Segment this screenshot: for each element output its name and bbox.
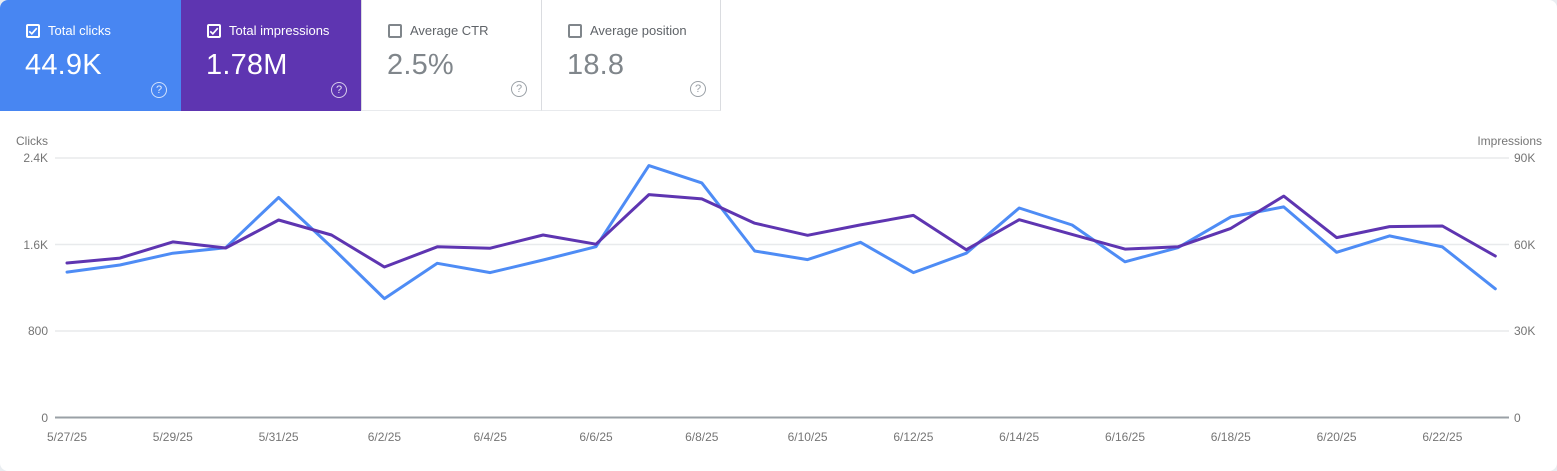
impressions-line <box>65 193 1497 269</box>
right-axis-tick: 60K <box>1514 237 1536 252</box>
left-axis-tick: 1.6K <box>23 237 48 252</box>
x-axis-tick: 5/31/25 <box>258 430 299 444</box>
x-axis-tick: 6/14/25 <box>999 430 1040 444</box>
x-axis-tick: 6/4/25 <box>473 430 507 444</box>
x-axis-tick: 6/10/25 <box>787 430 828 444</box>
metric-card-label: Average CTR <box>410 23 489 38</box>
help-icon[interactable]: ? <box>511 81 527 97</box>
metric-card-value: 2.5% <box>387 49 454 81</box>
right-axis-tick: 30K <box>1514 324 1536 338</box>
right-axis-tick: 90K <box>1514 151 1536 165</box>
x-axis-tick: 6/22/25 <box>1422 430 1463 444</box>
x-axis-tick: 6/12/25 <box>893 430 934 444</box>
left-axis-title: Clicks <box>16 134 48 148</box>
metric-card-total-clicks[interactable]: Total clicks 44.9K ? <box>0 0 181 111</box>
total-clicks-checkbox[interactable] <box>26 24 40 38</box>
metric-card-label: Total impressions <box>229 23 330 38</box>
x-axis-tick: 6/18/25 <box>1210 430 1251 444</box>
average-position-checkbox[interactable] <box>568 24 582 38</box>
metric-card-label: Average position <box>590 23 687 38</box>
left-axis-tick: 2.4K <box>23 151 48 165</box>
average-ctr-checkbox[interactable] <box>388 24 402 38</box>
right-axis-title: Impressions <box>1477 134 1542 148</box>
left-axis-tick: 0 <box>41 410 48 425</box>
x-axis-tick: 6/16/25 <box>1104 430 1146 444</box>
metric-card-value: 1.78M <box>206 49 288 81</box>
metric-card-average-ctr[interactable]: Average CTR 2.5% ? <box>361 0 541 111</box>
x-axis-tick: 6/8/25 <box>685 430 719 444</box>
chart-plot-area[interactable] <box>55 140 1509 418</box>
x-axis-tick: 5/27/25 <box>46 430 88 444</box>
x-axis-tick: 6/20/25 <box>1316 430 1357 444</box>
checkmark-icon <box>28 27 38 36</box>
help-icon[interactable]: ? <box>331 82 347 98</box>
total-impressions-checkbox[interactable] <box>207 24 221 38</box>
left-axis-tick: 800 <box>27 324 48 338</box>
x-axis-tick: 6/2/25 <box>367 430 402 444</box>
help-icon[interactable]: ? <box>151 82 167 98</box>
help-icon[interactable]: ? <box>690 81 706 97</box>
metric-card-total-impressions[interactable]: Total impressions 1.78M ? <box>181 0 361 111</box>
metric-card-label: Total clicks <box>48 23 111 38</box>
x-axis-tick: 5/29/25 <box>152 430 193 444</box>
x-axis-tick: 6/6/25 <box>579 430 613 444</box>
metric-card-value: 18.8 <box>567 49 625 81</box>
checkmark-icon <box>209 27 219 36</box>
metric-card-value: 44.9K <box>25 49 102 81</box>
metric-cards: Total clicks 44.9K ? Total impressions 1… <box>0 0 721 111</box>
right-axis-tick: 0 <box>1514 410 1521 425</box>
metric-card-average-position[interactable]: Average position 18.8 ? <box>541 0 721 111</box>
